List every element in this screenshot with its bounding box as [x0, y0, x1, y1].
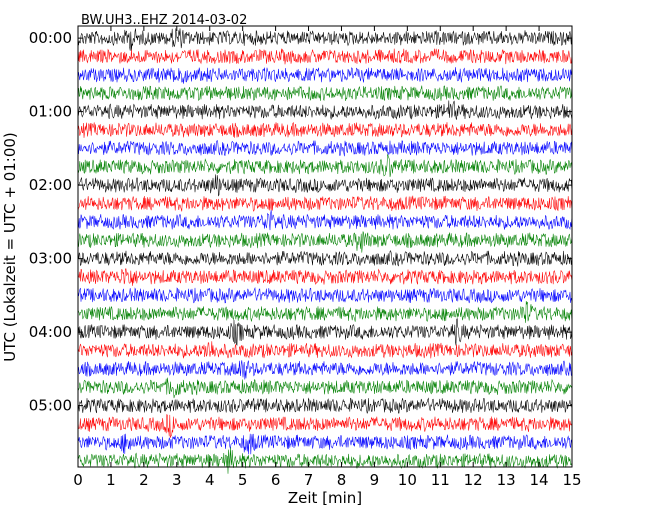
y-tick-label: 01:00 [29, 103, 72, 121]
trace-0245 [77, 231, 573, 253]
y-tick-label: 00:00 [29, 29, 72, 47]
x-tick-label: 15 [562, 471, 581, 489]
trace-0230 [77, 210, 573, 231]
trace-0100 [77, 100, 573, 120]
x-axis-label: Zeit [min] [288, 489, 362, 507]
trace-0515 [77, 414, 573, 438]
trace-0215 [77, 195, 573, 212]
plot-frame [77, 25, 573, 468]
x-tick-label: 9 [370, 471, 380, 489]
x-tick-label: 10 [398, 471, 417, 489]
x-tick-label: 3 [172, 471, 182, 489]
trace-0130 [77, 139, 573, 157]
trace-0445 [77, 377, 573, 399]
y-tick-label: 04:00 [29, 323, 72, 341]
x-tick-label: 5 [238, 471, 248, 489]
y-tick-label: 02:00 [29, 176, 72, 194]
trace-0015 [77, 48, 573, 65]
x-tick-label: 0 [73, 471, 83, 489]
x-tick-label: 11 [431, 471, 450, 489]
trace-0400 [77, 318, 573, 346]
trace-0045 [77, 85, 573, 102]
x-tick-label: 14 [530, 471, 549, 489]
x-axis: 0 1 2 3 4 5 6 7 8 9 10 11 12 13 14 15 [73, 26, 582, 489]
trace-0500 [77, 397, 573, 414]
trace-0415 [77, 341, 573, 359]
chart-title: BW.UH3..EHZ 2014-03-02 [81, 13, 247, 28]
trace-0545 [77, 447, 573, 474]
x-tick-label: 2 [139, 471, 149, 489]
x-tick-label: 4 [205, 471, 215, 489]
x-tick-label: 12 [464, 471, 483, 489]
x-tick-label: 7 [304, 471, 314, 489]
trace-0115 [77, 121, 573, 138]
trace-0030 [77, 67, 573, 84]
y-tick-label: 03:00 [29, 250, 72, 268]
trace-0000 [77, 28, 573, 51]
trace-group [77, 28, 573, 474]
trace-0200 [77, 174, 573, 197]
trace-0145 [77, 154, 573, 177]
trace-0345 [77, 301, 573, 323]
y-axis: 00:00 01:00 02:00 03:00 04:00 05:00 [29, 29, 572, 415]
trace-0315 [77, 268, 573, 286]
trace-0300 [77, 250, 573, 267]
y-axis-label: UTC (Lokalzeit = UTC + 01:00) [1, 132, 19, 362]
x-tick-label: 13 [497, 471, 516, 489]
trace-0530 [78, 433, 573, 455]
x-tick-label: 1 [106, 471, 116, 489]
trace-0330 [77, 287, 573, 304]
x-tick-label: 6 [271, 471, 281, 489]
trace-0430 [77, 360, 573, 380]
y-tick-label: 05:00 [29, 397, 72, 415]
x-tick-label: 8 [337, 471, 347, 489]
